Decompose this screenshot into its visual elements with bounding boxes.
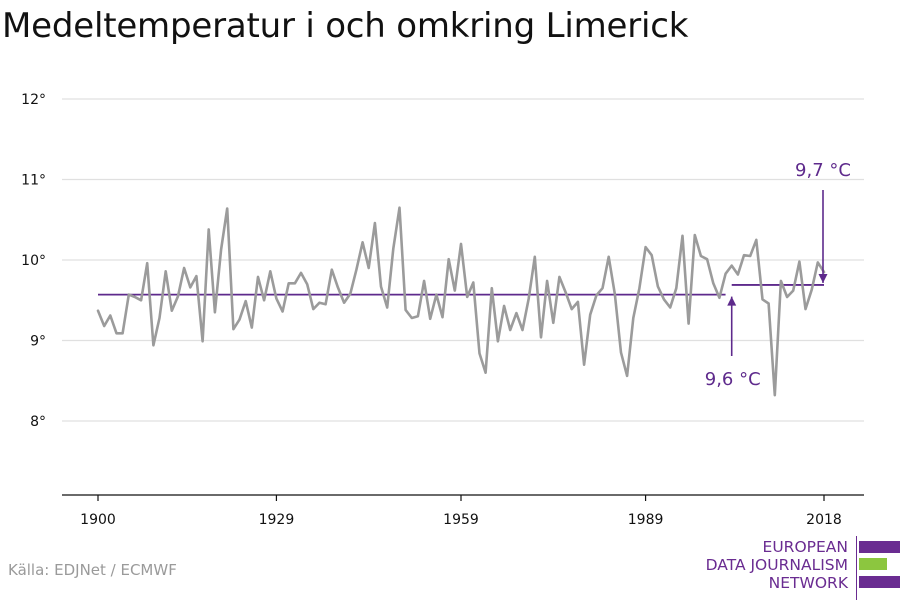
average-lines xyxy=(98,284,824,296)
logo-divider xyxy=(856,536,857,600)
logo-line-1: EUROPEAN xyxy=(762,538,848,556)
average-2-arrow-head xyxy=(818,273,828,283)
chart-title: Medeltemperatur i och omkring Limerick xyxy=(2,6,689,46)
y-tick-label-10: 10° xyxy=(21,253,46,269)
source-note: Källa: EDJNet / ECMWF xyxy=(8,561,177,579)
y-tick-label-8: 8° xyxy=(30,414,46,430)
x-axis: 1900 1929 1959 1989 2018 xyxy=(62,494,864,528)
series-lines xyxy=(96,206,826,397)
average-2-label: 9,7 °C xyxy=(795,160,851,181)
logo-bar-top xyxy=(859,541,900,553)
y-tick-label-9: 9° xyxy=(30,334,46,350)
logo-bar-bottom xyxy=(859,576,900,588)
line-chart: 8° 9° 10° 11° 12° 1900 1929 1959 1989 2018 9,6 °… xyxy=(21,92,864,528)
y-tick-label-11: 11° xyxy=(21,173,46,189)
logo-bar-middle xyxy=(859,558,887,570)
y-tick-label-12: 12° xyxy=(21,92,46,108)
x-tick-label-1959: 1959 xyxy=(443,512,479,528)
x-tick-label-1900: 1900 xyxy=(80,512,116,528)
logo-line-3: NETWORK xyxy=(768,574,848,592)
temperature-series-line xyxy=(96,206,826,397)
average-1-arrow-head xyxy=(727,296,737,306)
x-tick-label-1989: 1989 xyxy=(628,512,664,528)
y-axis-ticks: 8° 9° 10° 11° 12° xyxy=(21,92,46,430)
x-tick-label-2018: 2018 xyxy=(806,512,842,528)
logo-line-2: DATA JOURNALISM xyxy=(705,556,848,574)
annotations: 9,6 °C 9,7 °C xyxy=(705,160,851,390)
x-tick-label-1929: 1929 xyxy=(259,512,295,528)
average-1-label: 9,6 °C xyxy=(705,369,761,390)
edjnet-logo[interactable]: EUROPEAN DATA JOURNALISM NETWORK xyxy=(705,536,900,600)
